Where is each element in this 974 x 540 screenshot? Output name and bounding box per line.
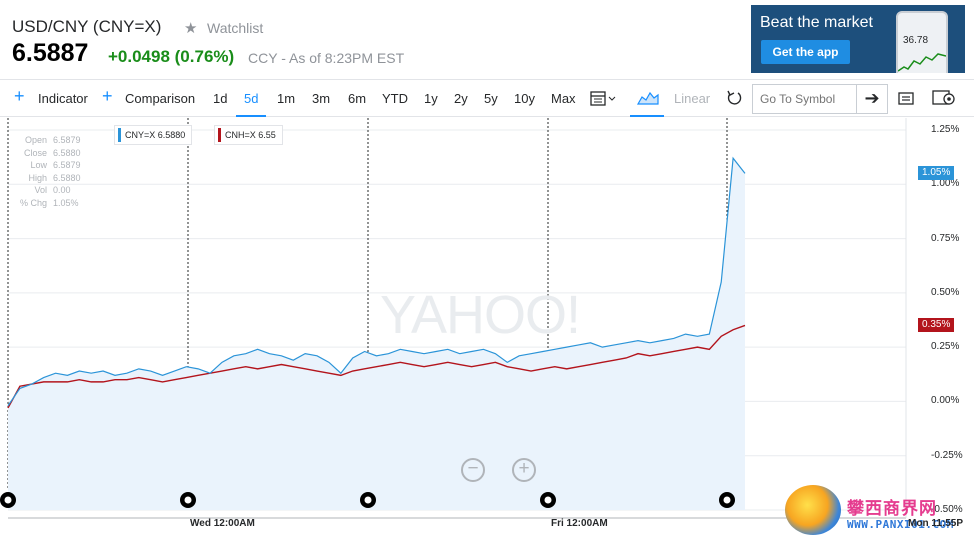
cny-area-fill (8, 158, 745, 510)
event-marker-icon (360, 492, 376, 508)
event-markers (0, 492, 735, 508)
y-tick-label: 0.50% (931, 286, 960, 298)
y-tick-label: 1.00% (931, 178, 960, 190)
x-tick-wed: Wed 12:00AM (190, 518, 255, 529)
watchlist-button[interactable]: Watchlist (207, 20, 264, 36)
go-arrow-button[interactable]: ➔ (856, 84, 888, 114)
comparison-button[interactable]: Comparison (125, 91, 196, 106)
x-tick-fri: Fri 12:00AM (551, 518, 608, 529)
ad-headline: Beat the market (760, 14, 873, 31)
info-row-open: Open 6.5879 (24, 135, 81, 145)
cnh-series-line (7, 324, 746, 409)
zoom-out-button[interactable]: − (461, 458, 485, 482)
active-range-underline (236, 115, 266, 117)
phone-image: 36.78 (896, 11, 948, 73)
range-1y[interactable]: 1y (424, 91, 438, 106)
add-comparison-icon[interactable]: + (102, 86, 113, 106)
range-6m[interactable]: 6m (348, 91, 367, 106)
y-tick-label: 0.00% (931, 395, 960, 407)
info-row-low: Low 6.5879 (30, 160, 81, 170)
event-marker-icon (719, 492, 735, 508)
star-icon[interactable]: ★ (184, 20, 198, 37)
y-tick-label: 1.25% (931, 124, 960, 135)
get-the-app-button[interactable]: Get the app (761, 40, 850, 64)
panxi-logo-image (785, 485, 841, 535)
y-tick-label: 0.25% (931, 341, 960, 353)
zoom-in-button[interactable]: + (512, 458, 536, 482)
symbol-search (752, 84, 856, 114)
add-indicator-icon[interactable]: + (14, 86, 25, 106)
range-5y[interactable]: 5y (484, 91, 498, 106)
linear-scale-toggle[interactable]: Linear (674, 91, 711, 106)
range-1m[interactable]: 1m (277, 91, 296, 106)
range-1d[interactable]: 1d (213, 91, 228, 106)
range-5d[interactable]: 5d (244, 91, 259, 106)
range-2y[interactable]: 2y (454, 91, 468, 106)
settings-icon[interactable] (932, 88, 958, 108)
range-max[interactable]: Max (551, 91, 576, 106)
ohlc-info-panel: Open 6.5879 Close 6.5880 Low 6.5879 High 6.5… (10, 134, 81, 209)
quote-title: USD/CNY (CNY=X) (12, 17, 162, 36)
y-tick-label: -0.50% (931, 504, 963, 515)
active-chart-type-underline (630, 115, 664, 117)
price-chart[interactable]: YAHOO! Open 6.5879 Close 6.5880 Low 6.5879 … (0, 118, 974, 540)
y-tick-label: 0.75% (931, 232, 960, 244)
cnh-swatch (218, 128, 221, 142)
cny-series-line (7, 156, 746, 407)
cny-last-value-badge: 1.05% (918, 166, 955, 181)
range-10y[interactable]: 10y (514, 91, 535, 106)
range-3m[interactable]: 3m (312, 91, 331, 106)
app-ad-banner[interactable]: Beat the market Get the app 36.78 (751, 5, 965, 73)
phone-value: 36.78 (903, 35, 929, 46)
event-marker-icon (0, 492, 16, 508)
info-row-pct-chg: % Chg 1.05% (19, 197, 79, 208)
legend-cnh[interactable]: CNH=X 6.55 (214, 125, 283, 145)
phone-chart-icon (898, 53, 946, 72)
info-row-vol: Vol 0.00 (34, 185, 71, 195)
legend-cny[interactable]: CNY=X 6.5880 (114, 125, 193, 145)
indicator-button[interactable]: Indicator (38, 91, 88, 106)
yahoo-watermark: YAHOO! (380, 285, 581, 345)
range-ytd[interactable]: YTD (382, 91, 408, 106)
go-to-symbol-input[interactable] (753, 85, 856, 113)
quote-as-of: CCY - As of 8:23PM EST (248, 50, 405, 66)
x-tick-mon: Mon 11:55P (908, 518, 964, 529)
cny-swatch (118, 128, 121, 142)
event-marker-icon (180, 492, 196, 508)
reset-icon[interactable] (726, 90, 742, 108)
calendar-icon[interactable] (590, 90, 618, 108)
quote-price: 6.5887 (12, 39, 89, 67)
y-tick-label: -0.25% (931, 449, 963, 461)
chart-toolbar: + Indicator + Comparison 1d 5d 1m 3m 6m … (0, 81, 974, 117)
print-icon[interactable] (898, 90, 914, 108)
chart-plot[interactable] (0, 118, 974, 540)
quote-header: USD/CNY (CNY=X) ★ Watchlist 6.5887 +0.04… (0, 0, 974, 80)
arrow-right-icon: ➔ (864, 88, 880, 108)
quote-change: +0.0498 (0.76%) (108, 47, 235, 66)
site-watermark-title: 攀西商界网 (847, 499, 937, 518)
mountain-chart-icon[interactable] (637, 89, 659, 107)
cnh-last-value-badge: 0.35% (918, 318, 955, 333)
info-row-close: Close 6.5880 (23, 147, 81, 158)
event-marker-icon (540, 492, 556, 508)
info-row-high: High 6.5880 (28, 172, 81, 183)
site-watermark-url: WWW.PANXI01.COM (847, 518, 954, 531)
